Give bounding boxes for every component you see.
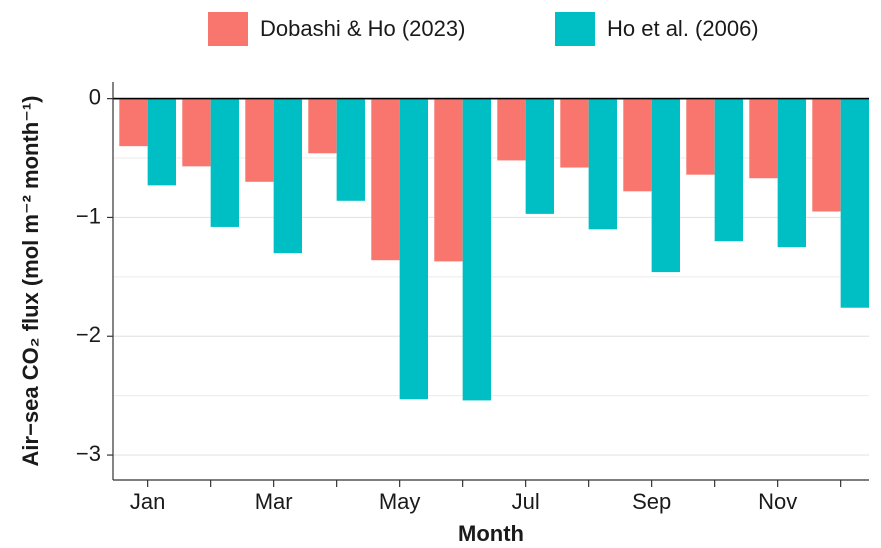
legend-label: Ho et al. (2006) <box>607 16 759 41</box>
bar <box>812 98 841 212</box>
y-tick-label: −1 <box>76 203 101 228</box>
bar <box>273 98 302 254</box>
bar <box>119 98 148 147</box>
x-tick-label: Nov <box>758 489 797 514</box>
bar <box>371 98 400 261</box>
bar <box>840 98 869 308</box>
y-tick-label: −2 <box>76 322 101 347</box>
bar <box>560 98 589 168</box>
bar <box>651 98 680 273</box>
y-axis-title: Air−sea CO₂ flux (mol m⁻² month⁻¹) <box>18 96 43 467</box>
x-axis-title: Month <box>458 521 524 546</box>
bar <box>399 98 428 400</box>
legend-label: Dobashi & Ho (2023) <box>260 16 465 41</box>
y-tick-label: −3 <box>76 441 101 466</box>
bar <box>434 98 463 262</box>
bar <box>336 98 365 201</box>
bar <box>525 98 554 214</box>
bar <box>714 98 743 242</box>
x-tick-label: May <box>379 489 421 514</box>
x-tick-label: Jul <box>512 489 540 514</box>
bar <box>462 98 491 401</box>
bar <box>588 98 617 230</box>
x-tick-label: Jan <box>130 489 165 514</box>
bar <box>686 98 715 175</box>
bar <box>210 98 239 227</box>
legend-swatch <box>208 12 248 46</box>
y-tick-label: 0 <box>89 84 101 109</box>
x-tick-label: Mar <box>255 489 293 514</box>
bar <box>749 98 778 179</box>
bar <box>245 98 274 182</box>
bar <box>623 98 652 192</box>
x-tick-label: Sep <box>632 489 671 514</box>
bar <box>308 98 337 154</box>
bar <box>147 98 176 186</box>
bar <box>777 98 806 248</box>
bar <box>182 98 211 167</box>
legend-swatch <box>555 12 595 46</box>
bar <box>497 98 526 161</box>
